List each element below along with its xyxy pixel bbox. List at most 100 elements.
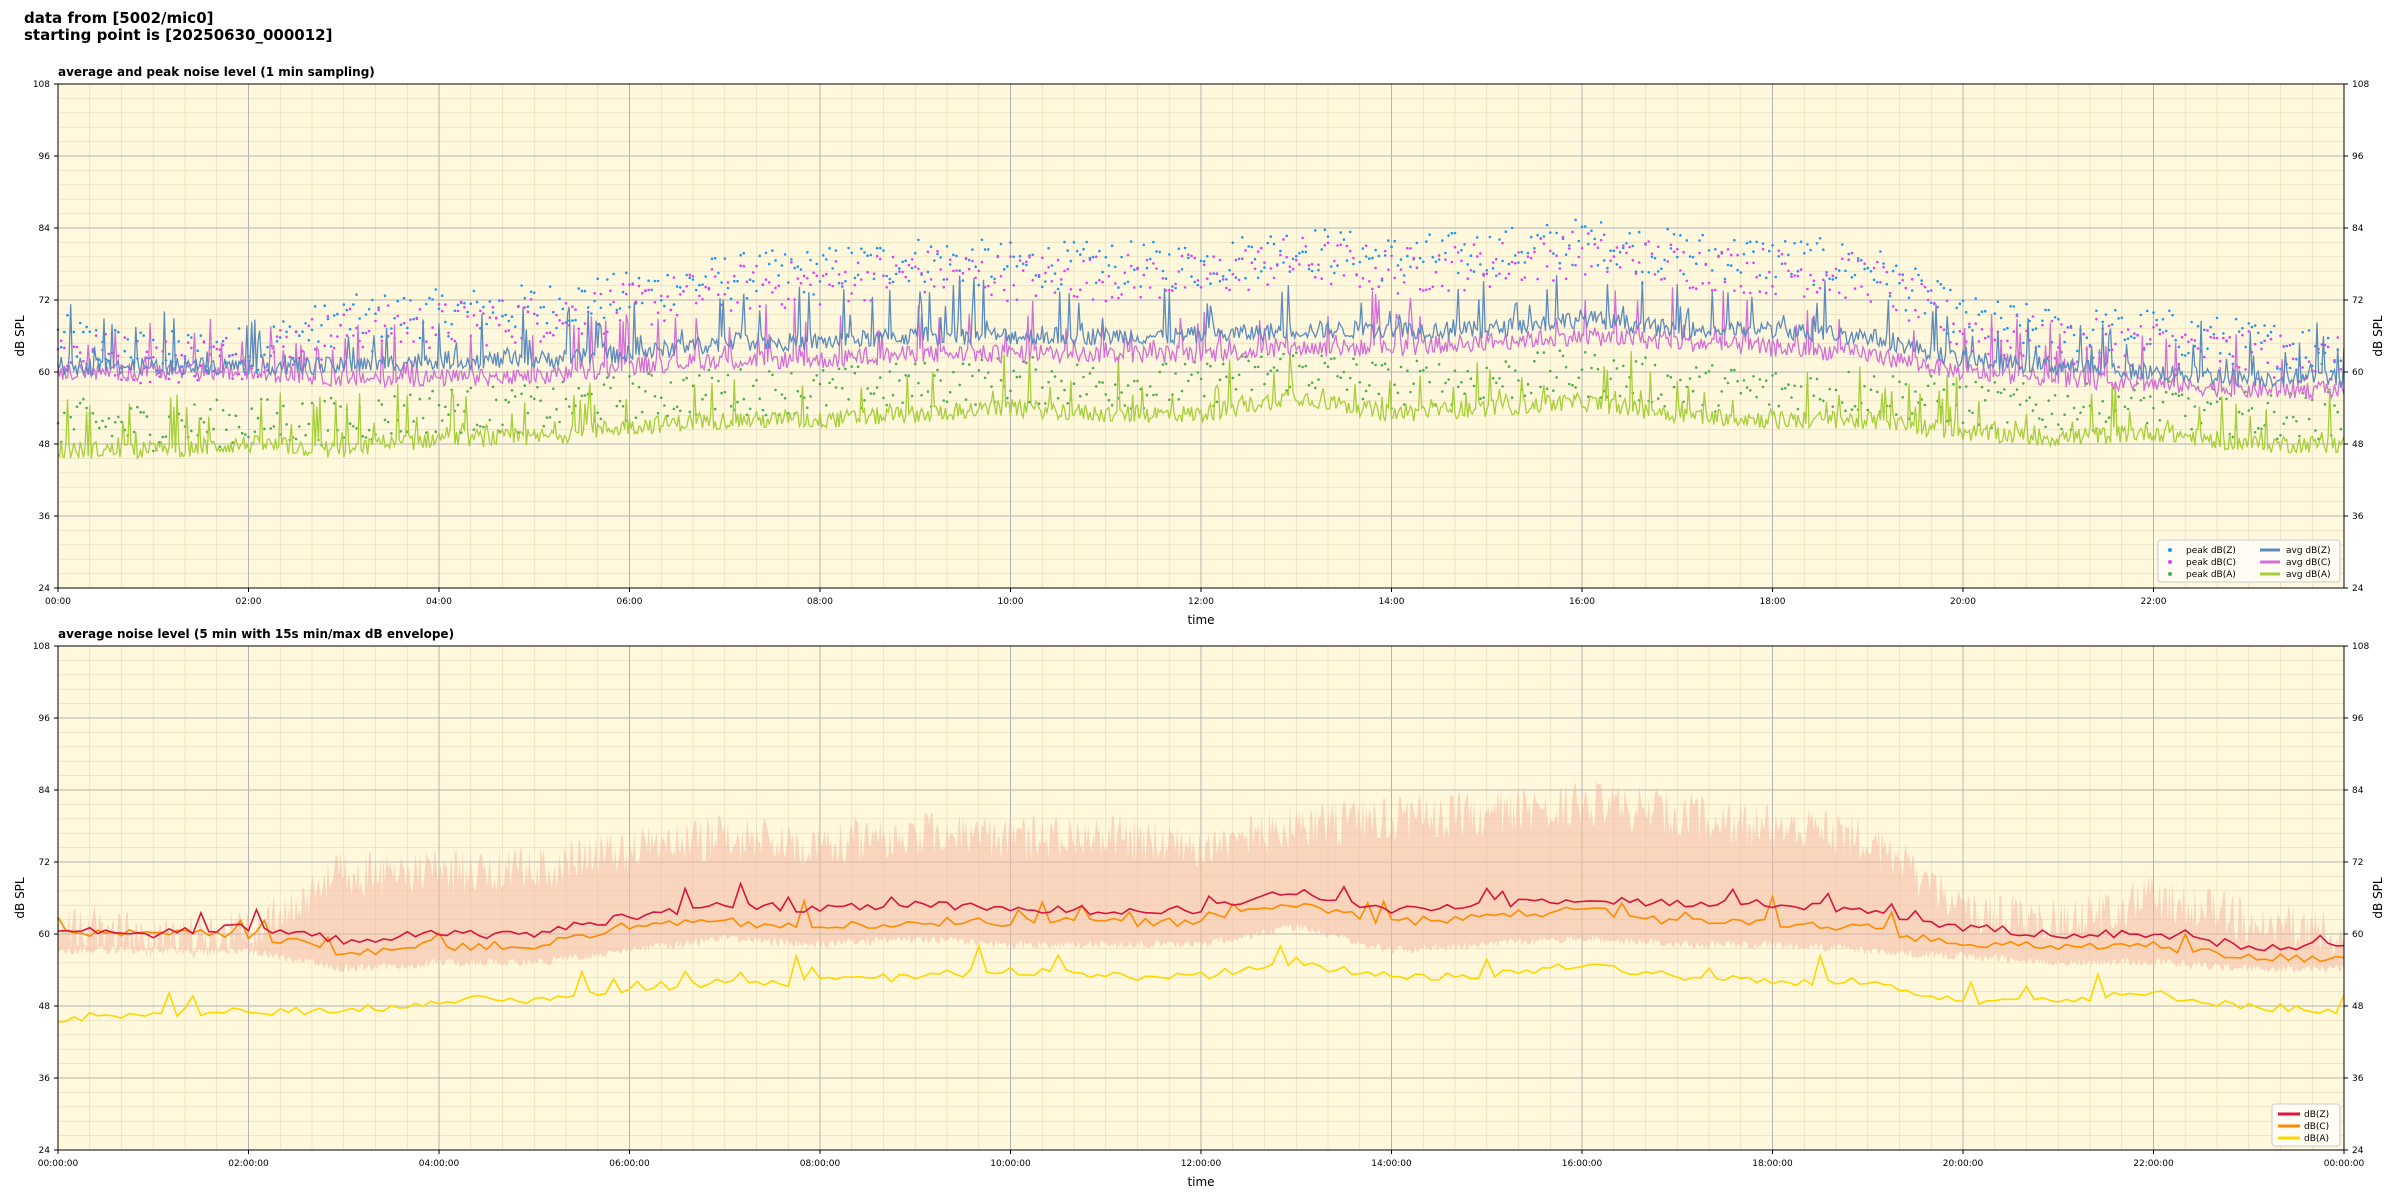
scatter-point — [1739, 284, 1743, 288]
scatter-point — [383, 324, 387, 328]
scatter-point — [2237, 330, 2241, 333]
scatter-point — [1628, 245, 1631, 249]
scatter-point — [1618, 250, 1622, 254]
scatter-point — [828, 283, 831, 287]
scatter-point — [2012, 305, 2016, 308]
scatter-point — [1383, 249, 1387, 253]
scatter-point — [612, 272, 615, 276]
scatter-point — [942, 399, 946, 402]
scatter-point — [1101, 270, 1104, 274]
scatter-point — [2069, 326, 2073, 329]
scatter-point — [1771, 285, 1774, 288]
scatter-point — [2282, 422, 2285, 426]
scatter-point — [710, 376, 714, 380]
scatter-point — [625, 292, 628, 296]
scatter-point — [352, 303, 355, 306]
scatter-point — [580, 289, 584, 293]
scatter-point — [752, 384, 755, 388]
scatter-point — [1514, 261, 1517, 265]
y-tick-label: 60 — [39, 368, 51, 378]
scatter-point — [815, 262, 819, 266]
scatter-point — [2130, 364, 2133, 367]
scatter-point — [1993, 338, 1997, 342]
scatter-point — [2228, 352, 2231, 356]
scatter-point — [1091, 255, 1095, 259]
scatter-point — [326, 315, 330, 318]
scatter-point — [542, 335, 546, 338]
scatter-point — [983, 248, 987, 251]
scatter-point — [1882, 262, 1885, 265]
scatter-point — [1622, 364, 1625, 368]
scatter-point — [1183, 362, 1187, 366]
scatter-point — [1983, 399, 1987, 402]
scatter-point — [1809, 248, 1812, 252]
scatter-point — [1526, 255, 1530, 258]
scatter-point — [1888, 294, 1892, 298]
scatter-point — [1774, 372, 1777, 375]
scatter-point — [1577, 376, 1581, 380]
scatter-point — [1606, 270, 1609, 274]
scatter-point — [1571, 230, 1574, 234]
scatter-point — [1755, 240, 1758, 244]
scatter-point — [586, 306, 590, 309]
scatter-point — [825, 404, 828, 407]
scatter-point — [1793, 274, 1796, 277]
scatter-point — [739, 264, 742, 268]
scatter-point — [1244, 276, 1247, 280]
x-tick-label: 04:00 — [426, 597, 452, 607]
scatter-point — [1428, 380, 1431, 384]
scatter-point — [1901, 396, 1904, 399]
scatter-point — [1069, 259, 1073, 263]
scatter-point — [1720, 250, 1723, 254]
scatter-point — [1799, 240, 1803, 243]
scatter-point — [1571, 263, 1574, 267]
scatter-point — [142, 334, 145, 337]
scatter-point — [402, 296, 406, 300]
scatter-point — [1495, 257, 1498, 261]
scatter-point — [1202, 260, 1206, 263]
scatter-point — [1917, 273, 1920, 277]
x-tick-label: 08:00 — [807, 597, 833, 607]
scatter-point — [2187, 340, 2190, 344]
scatter-point — [101, 419, 104, 423]
scatter-point — [904, 275, 907, 279]
scatter-point — [910, 394, 914, 398]
scatter-point — [326, 429, 330, 432]
scatter-point — [1044, 271, 1047, 275]
scatter-point — [1952, 330, 1955, 334]
scatter-point — [1663, 277, 1666, 280]
scatter-point — [1295, 351, 1298, 355]
scatter-point — [1304, 250, 1308, 254]
scatter-point — [507, 319, 511, 323]
scatter-point — [787, 297, 790, 301]
scatter-point — [593, 299, 596, 303]
scatter-point — [1679, 378, 1682, 382]
scatter-point — [1314, 275, 1317, 279]
y-tick-label: 24 — [39, 584, 51, 594]
scatter-point — [1355, 363, 1358, 366]
scatter-point — [139, 410, 142, 414]
scatter-point — [882, 249, 885, 252]
scatter-point — [2126, 337, 2130, 341]
scatter-point — [294, 437, 298, 441]
scatter-point — [1790, 275, 1793, 278]
scatter-point — [1872, 266, 1876, 270]
scatter-point — [402, 404, 406, 407]
scatter-point — [85, 406, 88, 410]
scatter-point — [1174, 282, 1177, 286]
scatter-point — [983, 376, 987, 380]
scatter-point — [1999, 391, 2003, 395]
scatter-point — [1539, 237, 1542, 240]
scatter-point — [1536, 351, 1539, 354]
scatter-point — [148, 380, 152, 384]
scatter-point — [145, 415, 149, 418]
scatter-point — [1377, 285, 1381, 289]
scatter-point — [1568, 382, 1571, 386]
scatter-point — [2339, 368, 2343, 371]
scatter-point — [1574, 218, 1577, 222]
x-tick-label: 16:00:00 — [1562, 1159, 1603, 1169]
scatter-point — [523, 296, 526, 300]
scatter-point — [1320, 248, 1323, 251]
scatter-point — [2291, 342, 2295, 346]
scatter-point — [761, 408, 765, 412]
